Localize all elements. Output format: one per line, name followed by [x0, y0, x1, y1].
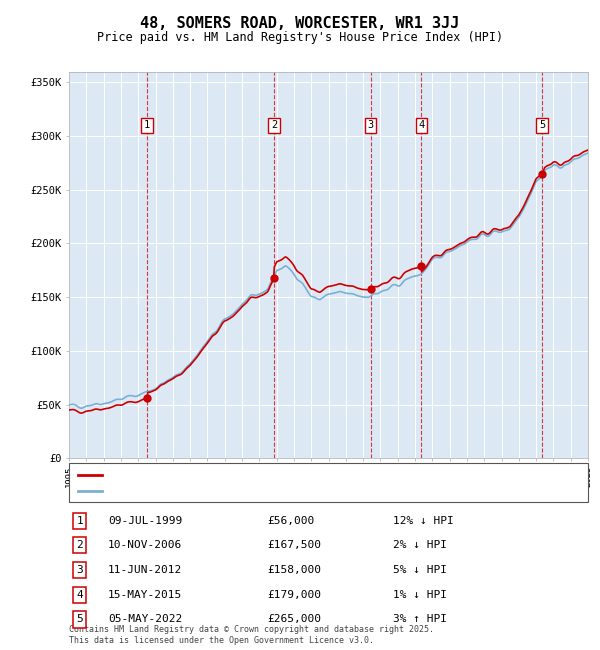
Text: 5: 5: [539, 120, 545, 130]
Text: 3: 3: [76, 565, 83, 575]
Text: Price paid vs. HM Land Registry's House Price Index (HPI): Price paid vs. HM Land Registry's House …: [97, 31, 503, 44]
Text: 5: 5: [76, 614, 83, 625]
Text: 2% ↓ HPI: 2% ↓ HPI: [393, 540, 447, 551]
Text: 2: 2: [271, 120, 277, 130]
Text: £167,500: £167,500: [267, 540, 321, 551]
Text: 09-JUL-1999: 09-JUL-1999: [108, 515, 182, 526]
Text: £158,000: £158,000: [267, 565, 321, 575]
Text: 5% ↓ HPI: 5% ↓ HPI: [393, 565, 447, 575]
Text: 1% ↓ HPI: 1% ↓ HPI: [393, 590, 447, 600]
Text: 1: 1: [144, 120, 151, 130]
Text: 11-JUN-2012: 11-JUN-2012: [108, 565, 182, 575]
Text: 12% ↓ HPI: 12% ↓ HPI: [393, 515, 454, 526]
Text: 3: 3: [368, 120, 374, 130]
Text: 2: 2: [76, 540, 83, 551]
Text: £265,000: £265,000: [267, 614, 321, 625]
Text: 3% ↑ HPI: 3% ↑ HPI: [393, 614, 447, 625]
Text: 4: 4: [418, 120, 425, 130]
Text: HPI: Average price, semi-detached house, Worcester: HPI: Average price, semi-detached house,…: [106, 486, 400, 496]
Text: 4: 4: [76, 590, 83, 600]
Text: 05-MAY-2022: 05-MAY-2022: [108, 614, 182, 625]
Text: £56,000: £56,000: [267, 515, 314, 526]
Text: 10-NOV-2006: 10-NOV-2006: [108, 540, 182, 551]
Text: Contains HM Land Registry data © Crown copyright and database right 2025.
This d: Contains HM Land Registry data © Crown c…: [69, 625, 434, 645]
Text: 1: 1: [76, 515, 83, 526]
Text: 15-MAY-2015: 15-MAY-2015: [108, 590, 182, 600]
Text: 48, SOMERS ROAD, WORCESTER, WR1 3JJ (semi-detached house): 48, SOMERS ROAD, WORCESTER, WR1 3JJ (sem…: [106, 471, 441, 480]
Text: 48, SOMERS ROAD, WORCESTER, WR1 3JJ: 48, SOMERS ROAD, WORCESTER, WR1 3JJ: [140, 16, 460, 31]
Text: £179,000: £179,000: [267, 590, 321, 600]
